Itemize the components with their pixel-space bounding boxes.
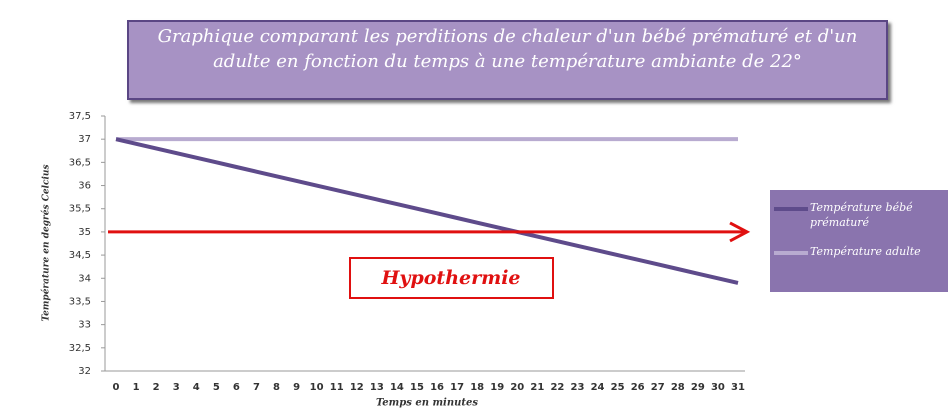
chart-title: Graphique comparant les perditions de ch… (127, 20, 888, 100)
x-tick-label: 1 (133, 382, 140, 393)
x-tick-label: 22 (550, 382, 564, 393)
x-tick-label: 9 (293, 382, 300, 393)
x-tick-label: 17 (450, 382, 464, 393)
x-tick-label: 2 (153, 382, 160, 393)
x-tick-label: 11 (330, 382, 344, 393)
x-tick-label: 27 (651, 382, 665, 393)
y-tick-label: 35,5 (69, 204, 91, 215)
x-tick-label: 20 (510, 382, 524, 393)
legend: Température bébé prématuré Température ad… (770, 190, 948, 292)
x-tick-label: 8 (273, 382, 280, 393)
x-tick-label: 26 (631, 382, 645, 393)
x-tick-label: 7 (253, 382, 260, 393)
x-tick-label: 0 (113, 382, 120, 393)
x-tick-label: 18 (470, 382, 484, 393)
x-tick-label: 21 (530, 382, 544, 393)
x-tick-label: 14 (390, 382, 404, 393)
series-line (115, 137, 739, 285)
legend-graphic: Température bébé prématuré Température ad… (774, 201, 921, 258)
legend-item: Température adulte (810, 245, 921, 258)
x-tick-label: 13 (370, 382, 384, 393)
x-tick-label: 12 (350, 382, 364, 393)
x-tick-label: 5 (213, 382, 220, 393)
x-tick-label: 16 (430, 382, 444, 393)
x-tick-label: 19 (490, 382, 504, 393)
x-tick-label: 6 (233, 382, 240, 393)
y-tick-label: 36,5 (69, 157, 91, 168)
x-tick-label: 30 (711, 382, 725, 393)
x-axis-label: Temps en minutes (376, 398, 478, 409)
x-tick-label: 4 (193, 382, 200, 393)
x-tick-label: 25 (611, 382, 625, 393)
y-tick-label: 37 (78, 134, 91, 145)
x-tick-label: 23 (571, 382, 585, 393)
y-tick-label: 32,5 (69, 343, 91, 354)
y-tick-label: 34 (78, 273, 91, 284)
legend-item: Température bébé prématuré (810, 201, 913, 229)
legend-label: Température adulte (810, 245, 921, 258)
x-tick-label: 29 (691, 382, 705, 393)
y-tick-label: 34,5 (69, 250, 91, 261)
y-tick-label: 37,5 (69, 111, 91, 122)
x-tick-label: 24 (591, 382, 605, 393)
x-tick-label: 3 (173, 382, 180, 393)
arrow-head (729, 221, 751, 243)
y-tick-label: 36 (78, 181, 91, 192)
y-axis-label: Température en degrés Celcius (41, 164, 52, 321)
annotation: Hypothermie (380, 267, 520, 289)
x-tick-label: 28 (671, 382, 685, 393)
x-tick-label: 10 (310, 382, 324, 393)
y-tick-label: 32 (78, 366, 91, 377)
annotation-box (349, 257, 554, 299)
legend-label: Température bébé prématuré (810, 201, 913, 229)
x-tick-label: 31 (731, 382, 745, 393)
y-tick-label: 35 (78, 227, 91, 238)
x-tick-label: 15 (410, 382, 424, 393)
y-tick-label: 33 (78, 320, 91, 331)
y-tick-label: 33,5 (69, 296, 91, 307)
